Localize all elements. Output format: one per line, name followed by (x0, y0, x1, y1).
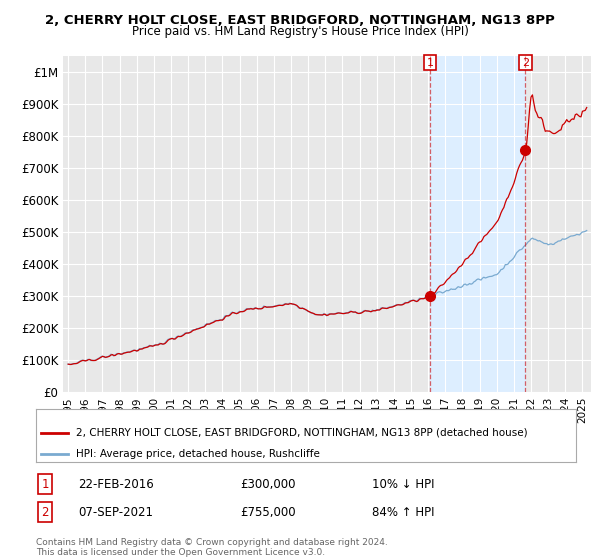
Text: 2, CHERRY HOLT CLOSE, EAST BRIDGFORD, NOTTINGHAM, NG13 8PP: 2, CHERRY HOLT CLOSE, EAST BRIDGFORD, NO… (45, 14, 555, 27)
Text: 1: 1 (427, 58, 434, 68)
Text: £300,000: £300,000 (240, 478, 296, 491)
Text: 2: 2 (522, 58, 529, 68)
Text: 2, CHERRY HOLT CLOSE, EAST BRIDGFORD, NOTTINGHAM, NG13 8PP (detached house): 2, CHERRY HOLT CLOSE, EAST BRIDGFORD, NO… (77, 428, 528, 438)
Text: 10% ↓ HPI: 10% ↓ HPI (372, 478, 434, 491)
Bar (430, 56, 526, 392)
Text: Contains HM Land Registry data © Crown copyright and database right 2024.
This d: Contains HM Land Registry data © Crown c… (36, 538, 388, 557)
Text: 2: 2 (41, 506, 49, 519)
Text: HPI: Average price, detached house, Rushcliffe: HPI: Average price, detached house, Rush… (77, 449, 320, 459)
Text: 22-FEB-2016: 22-FEB-2016 (78, 478, 154, 491)
Text: Price paid vs. HM Land Registry's House Price Index (HPI): Price paid vs. HM Land Registry's House … (131, 25, 469, 38)
Text: 1: 1 (41, 478, 49, 491)
Text: 07-SEP-2021: 07-SEP-2021 (78, 506, 153, 519)
Text: £755,000: £755,000 (240, 506, 296, 519)
Text: 84% ↑ HPI: 84% ↑ HPI (372, 506, 434, 519)
